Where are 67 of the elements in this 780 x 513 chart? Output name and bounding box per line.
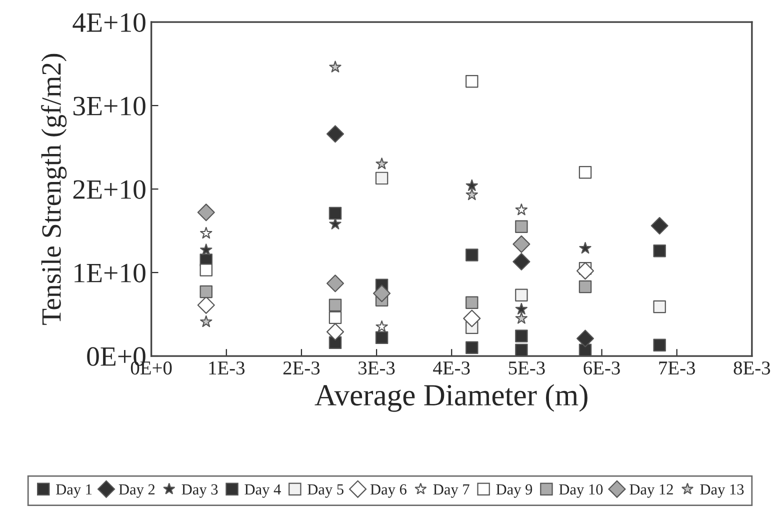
point [653,244,666,258]
point [466,179,478,191]
x-axis-title: Average Diameter (m) [314,384,588,412]
point [466,341,478,354]
point [466,296,478,309]
point [512,235,530,253]
point [579,242,592,254]
legend-label: Day 5 [308,484,344,498]
point [200,285,212,298]
point [200,315,212,328]
legend-label: Day 12 [630,484,673,498]
y-tick-label: 2E+10 [73,180,146,199]
point [515,220,528,233]
point [576,330,594,348]
point [466,248,478,262]
point [653,338,666,352]
point [515,344,528,356]
x-tick-label: 3E-3 [358,362,395,375]
point [326,274,344,292]
legend-label: Day 13 [700,484,744,498]
legend-label: Day 6 [370,484,406,498]
y-axis-title: Tensile Strength (gf/m2) [41,54,67,325]
x-tick-label: 8E-3 [734,361,770,375]
x-tick-label: 7E-3 [659,362,695,375]
legend-label: Day 7 [433,484,470,498]
legend-label: Day 9 [496,484,532,498]
point [328,206,342,220]
x-tick-label: 5E-3 [508,362,545,375]
point [375,172,388,185]
point [328,298,342,312]
legend-label: Day 3 [182,484,218,498]
point [376,320,388,332]
x-tick-label: 2E-3 [283,362,320,375]
y-tick-label: 1E+10 [74,264,146,282]
point [326,125,344,143]
point [515,330,528,342]
y-tick-label: 4E+10 [72,13,146,32]
point [466,188,478,200]
point [515,288,528,302]
point [578,166,592,179]
legend-label: Day 4 [244,484,281,498]
point [515,302,528,315]
point [200,226,212,239]
point [653,300,666,314]
point [200,244,212,256]
x-tick-label: 4E-3 [433,362,470,375]
point [463,310,481,328]
point [328,311,342,324]
point [200,264,212,276]
point [329,60,342,72]
legend-label: Day 10 [559,484,603,498]
x-tick-label: 6E-3 [584,362,620,375]
point [197,204,215,222]
point [466,74,478,88]
point [376,158,388,170]
legend-label: Day 2 [118,484,155,498]
point [373,284,391,302]
point [576,262,594,280]
x-tick-label: 1E-3 [209,362,245,375]
y-tick-label: 3E+10 [73,96,146,116]
legend-label: Day 1 [56,484,92,498]
point [515,312,528,324]
point [650,217,668,235]
point [578,280,592,294]
point [375,331,388,344]
point [515,204,528,216]
point [512,252,530,270]
